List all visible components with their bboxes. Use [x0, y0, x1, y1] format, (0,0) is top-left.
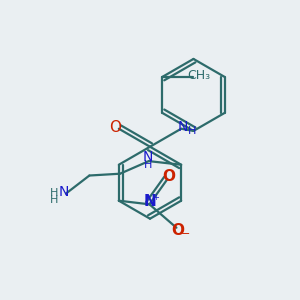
Text: +: + [152, 193, 159, 202]
Text: N: N [143, 150, 153, 164]
Text: CH₃: CH₃ [187, 69, 210, 82]
Text: N: N [59, 185, 69, 199]
Text: N: N [144, 194, 157, 209]
Text: N: N [178, 120, 188, 134]
Text: O: O [109, 120, 121, 135]
Text: H: H [50, 195, 59, 205]
Text: O: O [172, 223, 184, 238]
Text: −: − [181, 229, 190, 238]
Text: H: H [50, 188, 59, 198]
Text: O: O [163, 169, 176, 184]
Text: H: H [144, 160, 152, 170]
Text: H: H [188, 126, 196, 136]
